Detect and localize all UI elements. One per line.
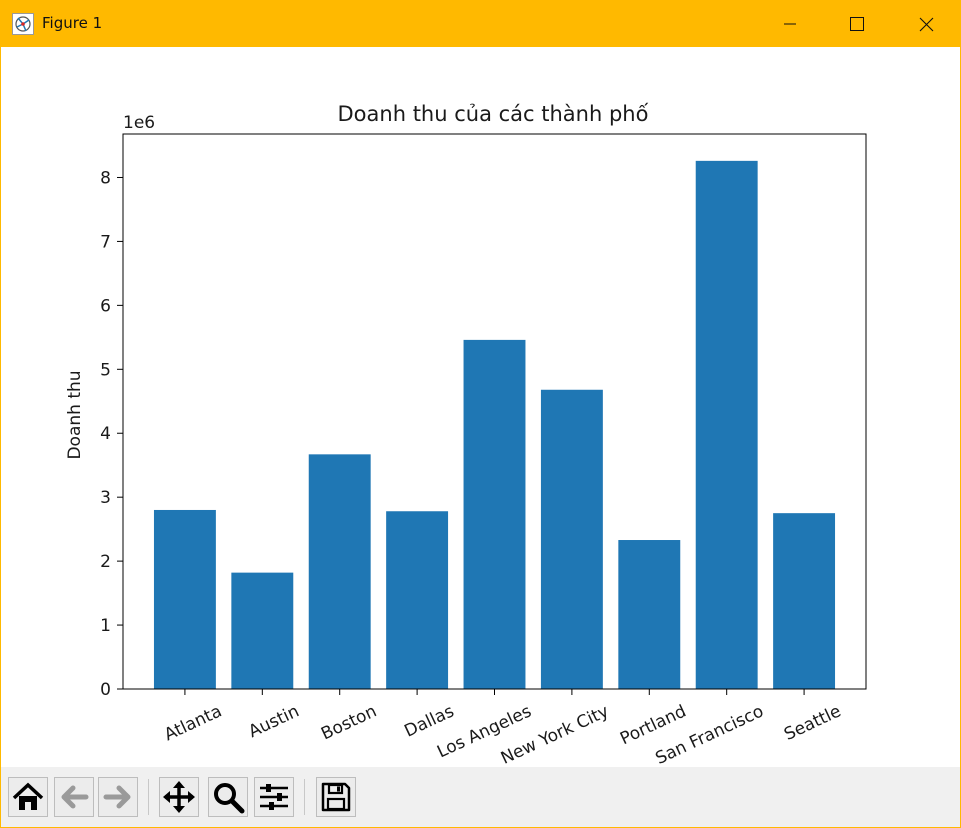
plot-frame bbox=[122, 133, 867, 690]
configure-subplots-button[interactable] bbox=[254, 777, 294, 817]
navigation-toolbar bbox=[1, 767, 960, 827]
sliders-icon bbox=[260, 784, 288, 810]
window-title: Figure 1 bbox=[42, 14, 103, 32]
zoom-button[interactable] bbox=[208, 777, 248, 817]
bar bbox=[618, 540, 681, 689]
forward-button[interactable] bbox=[98, 777, 138, 817]
y-tick-label: 3 bbox=[100, 488, 111, 508]
figure-canvas[interactable]: Doanh thu của các thành phố 1e6 Doanh th… bbox=[1, 47, 960, 766]
arrow-left-icon bbox=[61, 785, 89, 809]
x-tick-label: Seattle bbox=[781, 701, 844, 745]
x-tick-label: Austin bbox=[246, 701, 303, 742]
pan-button[interactable] bbox=[159, 777, 199, 817]
y-tick-label: 4 bbox=[100, 424, 111, 444]
back-button[interactable] bbox=[54, 777, 94, 817]
y-tick-label: 6 bbox=[100, 296, 111, 316]
bar bbox=[386, 511, 449, 689]
bar bbox=[540, 389, 603, 689]
y-tick-label: 7 bbox=[100, 232, 111, 252]
y-tick-label: 0 bbox=[100, 680, 111, 700]
app-icon bbox=[12, 13, 34, 35]
bar bbox=[308, 454, 371, 689]
minimize-icon bbox=[784, 23, 796, 25]
close-icon bbox=[919, 17, 934, 32]
arrow-right-icon bbox=[103, 785, 131, 809]
move-icon bbox=[163, 781, 195, 813]
home-icon bbox=[12, 782, 44, 810]
x-tick-label: Atlanta bbox=[161, 701, 225, 745]
bar bbox=[773, 513, 836, 689]
bar bbox=[695, 160, 758, 689]
y-axis-offset-label: 1e6 bbox=[123, 113, 155, 133]
magnifier-icon bbox=[214, 783, 245, 814]
home-button[interactable] bbox=[8, 777, 48, 817]
y-axis-label: Doanh thu bbox=[65, 370, 85, 459]
minimize-button[interactable] bbox=[767, 1, 813, 47]
x-tick-label: Dallas bbox=[401, 701, 457, 741]
toolbar-separator bbox=[304, 779, 305, 815]
close-button[interactable] bbox=[903, 1, 949, 47]
floppy-disk-icon bbox=[321, 782, 351, 812]
title-bar[interactable]: Figure 1 bbox=[1, 1, 960, 47]
y-tick-label: 8 bbox=[100, 168, 111, 188]
save-button[interactable] bbox=[316, 777, 356, 817]
bar bbox=[463, 339, 526, 689]
y-tick-label: 5 bbox=[100, 360, 111, 380]
bar-chart: Doanh thu của các thành phố 1e6 Doanh th… bbox=[65, 102, 867, 766]
y-tick-label: 1 bbox=[100, 616, 111, 636]
maximize-icon bbox=[850, 17, 864, 31]
x-tick-label: Boston bbox=[318, 701, 380, 744]
chart-title: Doanh thu của các thành phố bbox=[338, 102, 649, 126]
bar bbox=[231, 572, 294, 689]
maximize-button[interactable] bbox=[833, 1, 879, 47]
toolbar-separator bbox=[148, 779, 149, 815]
bar bbox=[153, 509, 216, 689]
y-tick-label: 2 bbox=[100, 552, 111, 572]
